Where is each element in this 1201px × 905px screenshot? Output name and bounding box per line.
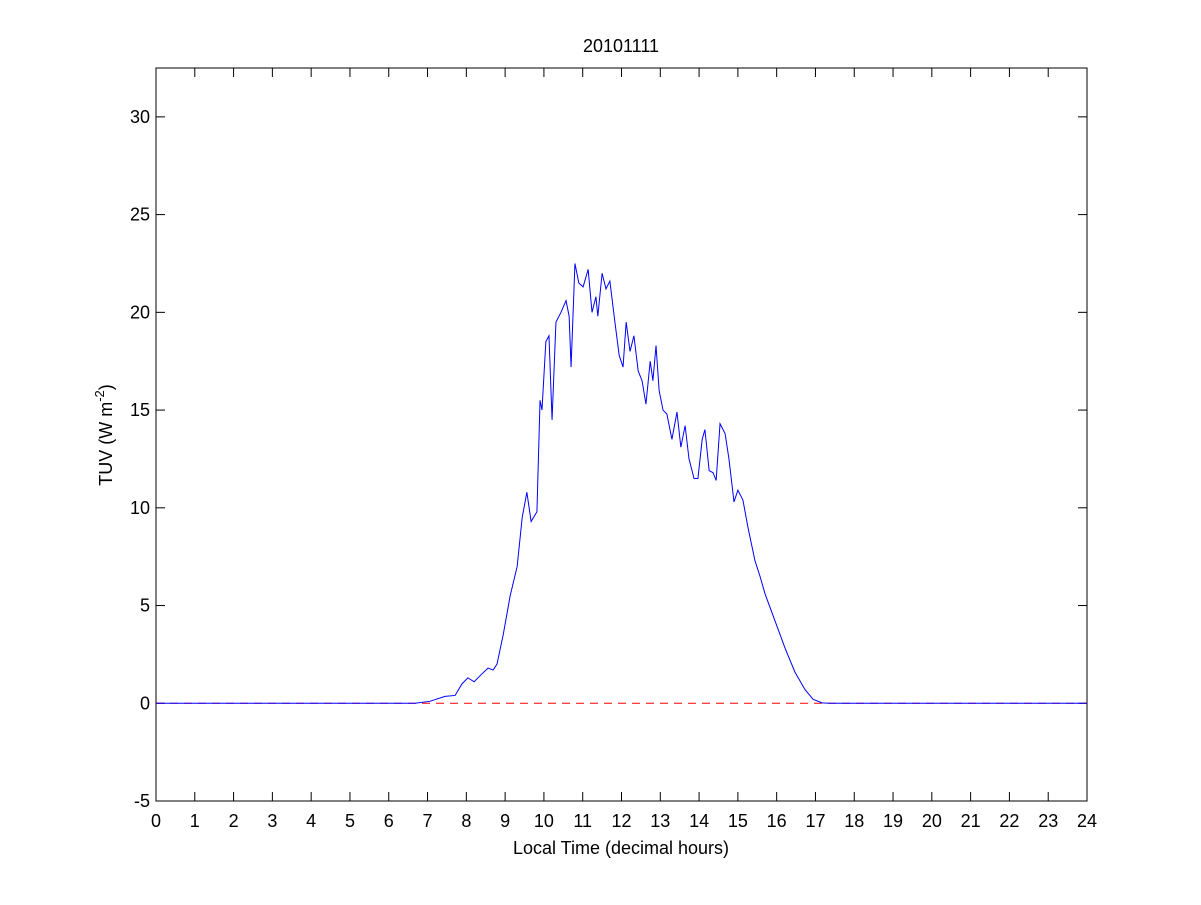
x-tick-label: 4 xyxy=(306,811,316,831)
y-tick-label: 15 xyxy=(130,400,150,420)
x-tick-label: 2 xyxy=(229,811,239,831)
y-tick-label: 25 xyxy=(130,205,150,225)
x-tick-label: 5 xyxy=(345,811,355,831)
y-tick-label: -5 xyxy=(134,791,150,811)
x-tick-label: 0 xyxy=(151,811,161,831)
y-tick-label: 30 xyxy=(130,107,150,127)
x-tick-label: 6 xyxy=(384,811,394,831)
x-tick-label: 23 xyxy=(1038,811,1058,831)
y-tick-label: 20 xyxy=(130,302,150,322)
x-tick-label: 17 xyxy=(805,811,825,831)
chart-title: 20101111 xyxy=(583,36,659,56)
y-tick-label: 0 xyxy=(140,693,150,713)
y-label-main: TUV (W m xyxy=(96,402,116,486)
x-tick-label: 7 xyxy=(423,811,433,831)
x-tick-label: 16 xyxy=(767,811,787,831)
x-tick-label: 22 xyxy=(999,811,1019,831)
x-tick-label: 18 xyxy=(844,811,864,831)
y-tick-label: 5 xyxy=(140,596,150,616)
x-tick-label: 10 xyxy=(534,811,554,831)
x-tick-label: 15 xyxy=(728,811,748,831)
x-tick-label: 14 xyxy=(689,811,709,831)
plot-area xyxy=(155,67,1088,802)
x-tick-label: 12 xyxy=(611,811,631,831)
x-tick-label: 3 xyxy=(267,811,277,831)
x-axis-label: Local Time (decimal hours) xyxy=(513,838,729,858)
x-tick-label: 21 xyxy=(961,811,981,831)
x-tick-label: 9 xyxy=(500,811,510,831)
y-tick-label: 10 xyxy=(130,498,150,518)
x-tick-label: 24 xyxy=(1077,811,1097,831)
x-tick-label: 13 xyxy=(650,811,670,831)
x-tick-label: 11 xyxy=(573,811,592,831)
x-tick-label: 19 xyxy=(883,811,903,831)
y-label-exponent: -2 xyxy=(92,390,107,402)
x-tick-label: 8 xyxy=(461,811,471,831)
y-axis-label: TUV (W m-2) xyxy=(92,384,116,486)
y-label-close: ) xyxy=(96,384,116,390)
x-tick-label: 1 xyxy=(190,811,200,831)
x-tick-label: 20 xyxy=(922,811,942,831)
data-line xyxy=(156,263,1087,704)
